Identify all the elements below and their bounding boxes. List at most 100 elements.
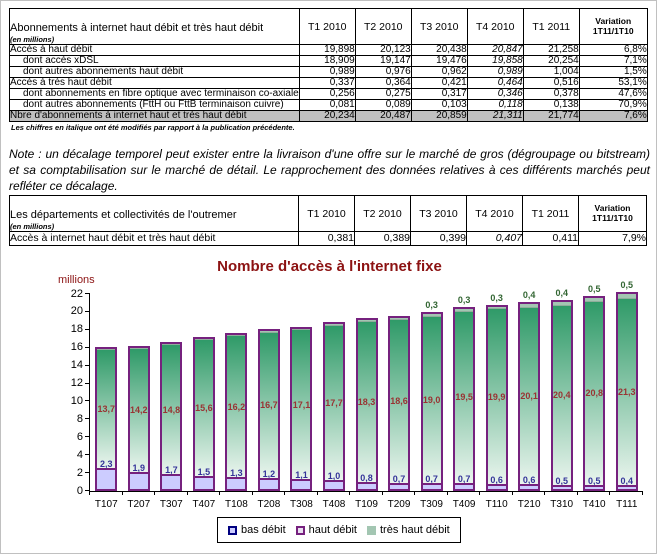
haut-debit-value-label: 20,1 [520, 390, 538, 401]
row-value: 20,847 [466, 44, 524, 56]
segment-bas-debit [324, 480, 343, 489]
y-axis-tick [85, 472, 90, 474]
bar-slot: 1,0 17,7 T408 [318, 294, 351, 510]
segment-bas-debit [97, 468, 116, 489]
bas-debit-value-label: 0,7 [392, 473, 406, 484]
x-axis-tick [576, 491, 578, 495]
y-axis-tick-label: 20 [70, 305, 83, 318]
chart-legend: bas débit haut débit très haut débit [217, 517, 461, 543]
haut-debit-value-label: 18,6 [390, 396, 408, 407]
segment-haut-debit [487, 309, 506, 484]
tres-haut-debit-value-label: 0,3 [425, 299, 438, 310]
y-axis-tick [85, 346, 90, 348]
row-value: 0,138 [522, 99, 580, 111]
row-value: 0,089 [354, 99, 412, 111]
x-axis-category-label: T408 [322, 499, 346, 510]
y-axis-tick-label: 14 [70, 359, 83, 372]
y-axis-tick-label: 12 [70, 377, 83, 390]
stacked-bar [615, 292, 638, 491]
variation-line1: Variation [594, 202, 631, 213]
legend-item-tres-haut-debit: très haut débit [366, 524, 450, 536]
bar-slot: 0,6 20,1 0,4 T210 [513, 290, 546, 510]
x-axis-tick [284, 491, 286, 495]
stacked-bar [257, 329, 280, 491]
table-subtitle: (en millions) [10, 35, 55, 44]
x-axis-tick [609, 491, 611, 495]
x-axis-category-label: T207 [127, 499, 151, 510]
row-label: dont abonnements en fibre optique avec t… [9, 88, 300, 100]
bas-debit-value-label: 1,9 [132, 463, 146, 473]
bas-debit-value-label: 1,1 [295, 470, 308, 481]
segment-haut-debit [422, 316, 441, 483]
y-axis-tick [85, 364, 90, 366]
x-axis-tick [89, 491, 90, 495]
y-axis-tick [85, 400, 90, 402]
row-label: Accès à très haut débit [9, 77, 300, 89]
segment-tres-haut-debit [97, 349, 116, 351]
haut-debit-value-label: 21,3 [618, 387, 636, 398]
haut-debit-value-label: 19,9 [487, 391, 506, 402]
bas-debit-value-label: 0,5 [555, 475, 568, 486]
segment-bas-debit [520, 483, 539, 489]
row-value: 20,438 [410, 44, 468, 56]
x-axis-category-label: T111 [616, 499, 638, 510]
row-label: dont autres abonnements haut débit [9, 66, 300, 78]
segment-tres-haut-debit [357, 320, 376, 322]
y-axis-tick-label: 4 [76, 448, 83, 461]
stacked-bar [290, 326, 313, 491]
bar-slot: 0,6 19,9 0,3 T110 [480, 293, 513, 510]
x-axis-tick [511, 491, 513, 495]
tres-haut-debit-value-label: 0,4 [555, 288, 568, 299]
segment-bas-debit [422, 482, 441, 489]
bas-debit-value-label: 1,5 [197, 466, 211, 477]
table-subtitle: (en millions) [10, 222, 55, 231]
column-header-variation: Variation 1T11/1T10 [578, 195, 647, 232]
table-row: dont autres abonnements (FttH ou FttB te… [9, 99, 648, 111]
row-value: 19,476 [410, 55, 468, 67]
row-value: 21,258 [522, 44, 580, 56]
stacked-bar [160, 342, 183, 491]
legend-swatch-bas-debit-icon [228, 525, 237, 535]
row-value: 21,311 [466, 110, 524, 122]
legend-item-haut-debit: haut débit [295, 524, 357, 536]
table-title-cell: Les départements et collectivités de l'o… [9, 195, 299, 232]
bas-debit-value-label: 0,8 [360, 472, 373, 483]
stacked-bar [485, 304, 508, 491]
tres-haut-debit-value-label: 0,5 [620, 280, 634, 291]
segment-bas-debit [552, 484, 571, 489]
segment-haut-debit [259, 332, 278, 479]
table-row: Accès à internet haut débit et très haut… [9, 231, 647, 246]
segment-bas-debit [585, 484, 604, 489]
stacked-bar [420, 311, 443, 491]
haut-debit-value-label: 16,2 [227, 401, 246, 412]
x-axis-tick [154, 491, 156, 495]
segment-tres-haut-debit [455, 309, 474, 313]
segment-tres-haut-debit [487, 306, 506, 310]
legend-label-tres-haut-debit: très haut débit [379, 524, 450, 536]
row-value: 0,346 [466, 88, 524, 100]
x-axis-category-label: T110 [485, 499, 508, 510]
bar-slot: 0,8 18,3 T109 [350, 294, 383, 510]
row-value: 47,6% [578, 88, 648, 100]
haut-debit-value-label: 20,4 [552, 390, 571, 401]
bas-debit-value-label: 1,0 [327, 471, 341, 482]
y-axis-tick-label: 2 [76, 466, 83, 479]
tres-haut-debit-value-label: 0,5 [587, 283, 601, 294]
bas-debit-value-label: 0,6 [490, 474, 503, 485]
column-header-quarter: T4 2010 [466, 195, 523, 232]
y-axis-tick-label: 0 [76, 484, 83, 497]
table-title: Abonnements à internet haut débit et trè… [10, 22, 264, 34]
column-header-quarter: T3 2010 [410, 8, 468, 45]
segment-haut-debit [357, 321, 376, 482]
y-axis-unit-label: millions [58, 274, 95, 286]
x-axis-category-label: T109 [355, 499, 378, 510]
haut-debit-value-label: 19,5 [455, 392, 473, 403]
row-value: 53,1% [578, 77, 648, 89]
segment-tres-haut-debit [162, 344, 181, 346]
chart-plot-area: 2,3 13,7 T107 1,9 14,2 T207 1,7 14,8 T307 1,5 15,6… [89, 280, 643, 510]
segment-haut-debit [162, 345, 181, 474]
row-value: 0,516 [522, 77, 580, 89]
row-label: Accès à haut débit [9, 44, 300, 56]
y-axis-tick [85, 454, 90, 456]
segment-tres-haut-debit [129, 348, 148, 350]
